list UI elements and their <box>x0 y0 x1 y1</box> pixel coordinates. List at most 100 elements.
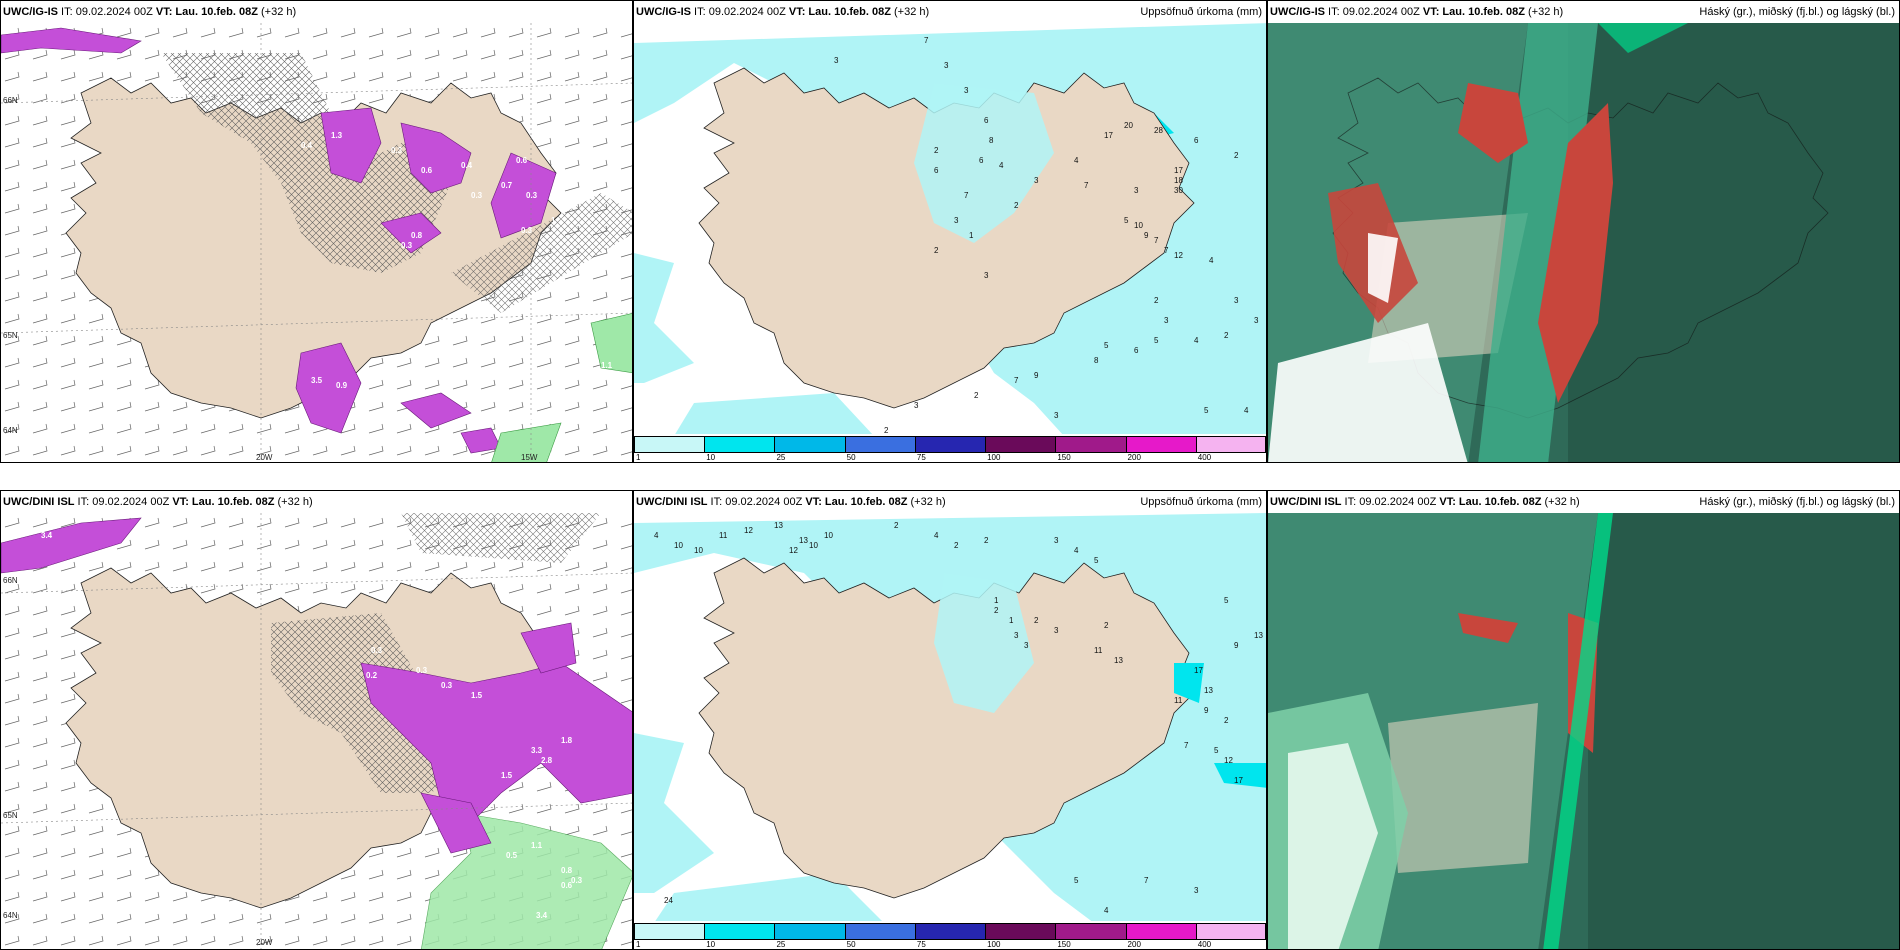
map-canvas <box>1268 513 1899 949</box>
precip-value-label: 8 <box>989 136 994 145</box>
precip-value-label: 10 <box>824 531 833 540</box>
precip-value-label: 7 <box>1154 236 1159 245</box>
panel-header: UWC/IG-IS IT: 09.02.2024 00Z VT: Lau. 10… <box>1 1 632 23</box>
lat-label-65n: 65N <box>3 331 18 340</box>
precip-value-label: 4 <box>1104 906 1109 915</box>
model-name: UWC/IG-IS <box>636 6 691 18</box>
precip-value-label: 12 <box>744 526 753 535</box>
precip-value-label: 10 <box>674 541 683 550</box>
precip-value-label: 0.5 <box>506 851 518 860</box>
precip-value-label: 0.3 <box>571 876 583 885</box>
precip-value-label: 1.8 <box>561 736 573 745</box>
precip-value-label: 0.3 <box>471 191 483 200</box>
colorbar-swatch <box>1195 923 1266 940</box>
precip-value-label: 0.5 <box>391 411 403 420</box>
colorbar-tick-label: 25 <box>776 940 786 949</box>
precip-value-label: 7 <box>1084 181 1089 190</box>
precip-value-label: 9 <box>1234 641 1239 650</box>
panel-header: UWC/DINI ISL IT: 09.02.2024 00Z VT: Lau.… <box>634 491 1266 513</box>
precip-value-label: 5 <box>1224 596 1229 605</box>
precip-value-label: 3 <box>1034 176 1039 185</box>
map-panel-dini-clouds: UWC/DINI ISL IT: 09.02.2024 00Z VT: Lau.… <box>1267 490 1900 950</box>
lon-label-15w: 15W <box>521 453 538 462</box>
precip-value-label: 0.3 <box>521 226 533 235</box>
precip-value-label: 0.2 <box>366 671 378 680</box>
precip-value-label: 8 <box>1094 356 1099 365</box>
precip-value-label: 4 <box>1209 256 1214 265</box>
precip-value-label: 3 <box>1054 536 1059 545</box>
precip-value-label: 0.8 <box>561 866 573 875</box>
precip-value-label: 0.3 <box>406 416 418 425</box>
lead-time: (+32 h) <box>257 6 297 18</box>
map-panel-dini-precip: UWC/DINI ISL IT: 09.02.2024 00Z VT: Lau.… <box>633 490 1267 950</box>
precip-value-label: 0.6 <box>581 346 593 355</box>
valid-label: VT: <box>788 6 806 18</box>
lon-label-20w: 20W <box>256 453 273 462</box>
precip-value-label: 6 <box>979 156 984 165</box>
precip-value-label: 10 <box>694 546 703 555</box>
precip-value-label: 3 <box>834 56 839 65</box>
precip-value-label: 24 <box>664 896 673 905</box>
precip-value-label: 3 <box>1164 316 1169 325</box>
precip-value-label: 12 <box>789 546 798 555</box>
precip-value-label: 10 <box>809 541 818 550</box>
colorbar-tick-label: 75 <box>916 453 926 462</box>
precip-value-label: 7 <box>1144 876 1149 885</box>
init-time: IT: 09.02.2024 00Z <box>1341 496 1440 508</box>
map-canvas <box>1268 23 1899 462</box>
panel-header: UWC/IG-IS IT: 09.02.2024 00Z VT: Lau. 10… <box>1268 1 1899 23</box>
precip-value-label: 13 <box>799 536 808 545</box>
precip-value-label: 2 <box>994 606 999 615</box>
precip-value-label: 17 <box>1174 166 1183 175</box>
precip-value-label: 6 <box>1194 136 1199 145</box>
colorbar-swatch <box>704 436 775 453</box>
precip-value-label: 3.5 <box>311 376 323 385</box>
precip-value-label: 0.3 <box>401 241 413 250</box>
precip-value-label: 5 <box>1094 556 1099 565</box>
precip-value-label: 7 <box>924 36 929 45</box>
valid-label: VT: <box>155 6 173 18</box>
precip-value-label: 9 <box>1034 371 1039 380</box>
colorbar-swatch <box>844 923 915 940</box>
precip-value-label: 2 <box>954 541 959 550</box>
precip-value-label: 30 <box>1174 186 1183 195</box>
precip-value-label: 2 <box>934 246 939 255</box>
precip-value-label: 5 <box>1104 341 1109 350</box>
precip-value-label: 3 <box>1254 316 1259 325</box>
precip-value-label: 0.5 <box>71 146 83 155</box>
colorbar-tick-label: 200 <box>1127 940 1141 949</box>
panel-subtitle: Uppsöfnuð úrkoma (mm) <box>1140 496 1262 508</box>
colorbar-tick-label: 150 <box>1057 940 1071 949</box>
map-canvas: 3733626846717202843231237171830623510977… <box>634 23 1266 436</box>
colorbar-swatch <box>914 923 986 940</box>
precip-value-label: 5 <box>1124 216 1129 225</box>
init-time: IT: 09.02.2024 00Z <box>691 6 789 18</box>
init-time: IT: 09.02.2024 00Z <box>74 496 173 508</box>
precip-value-label: 5 <box>1154 336 1159 345</box>
precip-value-label: 4 <box>1074 156 1079 165</box>
model-name: UWC/DINI ISL <box>3 496 75 508</box>
panel-header: UWC/DINI ISL IT: 09.02.2024 00Z VT: Lau.… <box>1268 491 1899 513</box>
valid-label: VT: <box>172 496 189 508</box>
precip-value-label: 6 <box>934 166 939 175</box>
precip-value-label: 0.4 <box>461 161 473 170</box>
precip-value-label: 2 <box>1104 621 1109 630</box>
precip-value-label: 1.1 <box>601 361 613 370</box>
precip-value-label: 13 <box>1114 656 1123 665</box>
lat-label-66n: 66N <box>3 576 18 585</box>
colorbar-tick-label: 10 <box>706 453 716 462</box>
precip-value-label: 2 <box>1224 331 1229 340</box>
colorbar-swatch <box>1125 923 1196 940</box>
precip-value-label: 0.3 <box>371 646 383 655</box>
precip-value-label: 17 <box>1194 666 1203 675</box>
lon-label-20w: 20W <box>256 938 273 947</box>
precip-value-label: 17 <box>1234 776 1243 785</box>
precip-value-label: 18 <box>1174 176 1183 185</box>
precip-value-label: 7 <box>1014 376 1019 385</box>
colorbar-frame <box>634 923 1266 940</box>
panel-subtitle: Háský (gr.), miðský (fj.bl.) og lágský (… <box>1699 6 1895 18</box>
colorbar-tick-label: 10 <box>706 940 716 949</box>
init-time: IT: 09.02.2024 00Z <box>1325 6 1423 18</box>
precip-value-label: 5 <box>1204 406 1209 415</box>
precip-value-label: 0.9 <box>336 381 348 390</box>
